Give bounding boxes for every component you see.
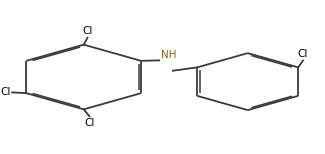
Text: Cl: Cl xyxy=(0,87,11,97)
Text: Cl: Cl xyxy=(298,49,308,59)
Text: Cl: Cl xyxy=(82,26,93,36)
Text: NH: NH xyxy=(161,50,177,60)
Text: Cl: Cl xyxy=(84,118,95,128)
